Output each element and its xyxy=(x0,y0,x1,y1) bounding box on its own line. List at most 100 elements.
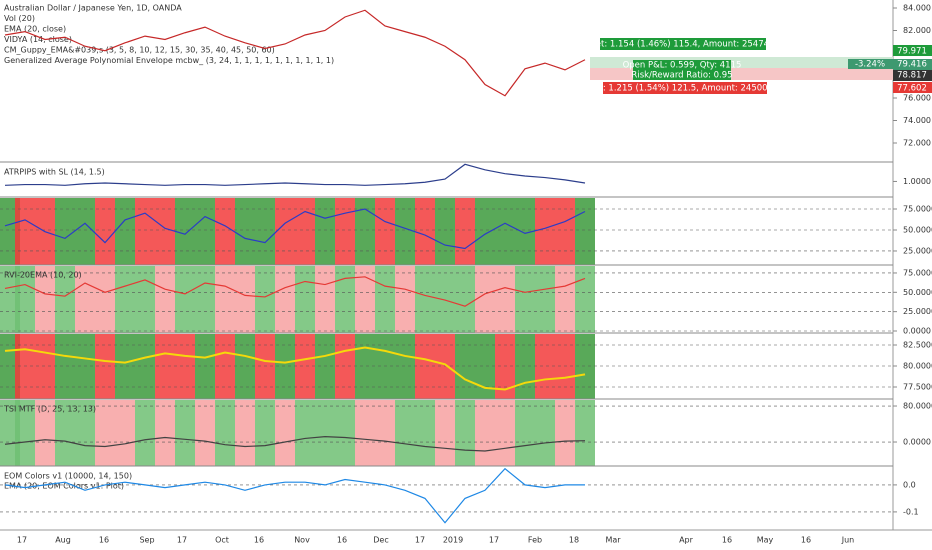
x-tick-label: May xyxy=(757,536,774,545)
signal-band xyxy=(555,198,575,265)
signal-band xyxy=(495,198,515,265)
series-line xyxy=(4,436,586,452)
signal-band xyxy=(195,400,215,466)
x-tick-label: Oct xyxy=(215,536,229,545)
signal-band xyxy=(175,400,195,466)
x-tick-label: Mar xyxy=(605,536,621,545)
signal-band xyxy=(435,400,455,466)
signal-band xyxy=(535,266,555,333)
signal-band xyxy=(375,198,395,265)
signal-band xyxy=(455,198,475,265)
price-tag-text: 79.971 xyxy=(897,47,927,57)
y-tick-label: 74.000 xyxy=(903,116,931,125)
signal-band xyxy=(255,400,275,466)
signal-band xyxy=(295,266,315,333)
y-tick-label: 82.000 xyxy=(903,26,931,35)
series-line xyxy=(4,9,586,97)
signal-band xyxy=(375,334,395,399)
series-line xyxy=(4,467,585,524)
price-tag xyxy=(893,45,932,56)
signal-band xyxy=(195,198,215,265)
y-tick-label: 72.000 xyxy=(903,138,931,147)
signal-band xyxy=(135,400,155,466)
signal-band xyxy=(275,266,295,333)
signal-band xyxy=(95,400,115,466)
signal-band xyxy=(495,400,515,466)
signal-band xyxy=(175,266,195,333)
signal-band xyxy=(195,334,215,399)
signal-band xyxy=(155,334,175,399)
y-tick-label: 84.000 xyxy=(903,3,931,12)
legend-entry: VIDYA (14, close) xyxy=(4,35,72,44)
signal-band xyxy=(275,334,295,399)
signal-band xyxy=(95,266,115,333)
x-tick-label: Dec xyxy=(373,536,388,545)
signal-band xyxy=(435,198,455,265)
signal-band xyxy=(115,266,135,333)
signal-band xyxy=(35,400,55,466)
signal-band xyxy=(55,334,75,399)
pane-title: ATRPIPS with SL (14, 1.5) xyxy=(4,168,105,177)
x-tick-label: 17 xyxy=(415,536,425,545)
y-tick-label: 75.0000 xyxy=(903,205,932,214)
signal-band xyxy=(475,198,495,265)
signal-band xyxy=(555,266,575,333)
signal-band xyxy=(335,266,355,333)
signal-band xyxy=(395,198,415,265)
signal-band xyxy=(315,198,335,265)
signal-band xyxy=(235,198,255,265)
pane-title: RVI-20EMA (10, 20) xyxy=(4,271,82,280)
legend-entry: EMA (20, close) xyxy=(4,25,66,34)
signal-band xyxy=(455,266,475,333)
x-tick-label: 16 xyxy=(801,536,811,545)
signal-band xyxy=(175,198,195,265)
signal-band xyxy=(115,198,135,265)
stop-text: Stop: 1.215 (1.54%) 121.5, Amount: 24500… xyxy=(584,84,787,94)
signal-band xyxy=(135,266,155,333)
signal-band xyxy=(515,400,535,466)
signal-band xyxy=(215,400,235,466)
signal-band xyxy=(195,266,215,333)
y-tick-label: 25.0000 xyxy=(903,246,932,255)
target-box xyxy=(600,38,766,50)
signal-band xyxy=(575,198,595,265)
x-tick-label: Apr xyxy=(679,536,694,545)
y-tick-label: 0.0 xyxy=(903,480,916,489)
y-tick-label: 76.000 xyxy=(903,93,931,102)
change-text: -3.24% xyxy=(855,60,885,70)
open-pl-text: Open P&L: 0.599, Qty: 4115 xyxy=(623,61,742,71)
y-tick-label: 25.0000 xyxy=(903,307,932,316)
price-tag xyxy=(893,70,932,81)
signal-band xyxy=(515,198,535,265)
signal-band xyxy=(575,334,595,399)
signal-band xyxy=(275,198,295,265)
signal-band xyxy=(55,400,75,466)
y-tick-label: -0.1 xyxy=(903,507,919,516)
signal-band xyxy=(395,266,415,333)
signal-band xyxy=(15,400,35,466)
signal-band xyxy=(535,334,555,399)
signal-band xyxy=(355,334,375,399)
signal-band xyxy=(155,266,175,333)
x-tick-label: 2019 xyxy=(443,536,463,545)
signal-band xyxy=(255,266,275,333)
signal-band xyxy=(295,334,315,399)
signal-band xyxy=(375,400,395,466)
x-tick-label: Jun xyxy=(841,536,855,545)
signal-band xyxy=(495,266,515,333)
price-tag-text: 79.416 xyxy=(897,60,927,70)
signal-band xyxy=(415,198,435,265)
signal-band xyxy=(15,198,35,265)
legend-entry: Vol (20) xyxy=(4,14,35,23)
signal-band xyxy=(455,334,475,399)
price-tag xyxy=(893,82,932,93)
signal-band xyxy=(555,400,575,466)
legend-entry: CM_Guppy_EMA&#039;s (3, 5, 8, 10, 12, 15… xyxy=(4,46,275,55)
y-tick-label: 1.0000 xyxy=(903,177,931,186)
signal-band xyxy=(215,266,235,333)
signal-band xyxy=(395,334,415,399)
legend-entry: Australian Dollar / Japanese Yen, 1D, OA… xyxy=(4,4,182,13)
x-tick-label: 17 xyxy=(17,536,27,545)
signal-band xyxy=(115,400,135,466)
signal-band xyxy=(355,400,375,466)
